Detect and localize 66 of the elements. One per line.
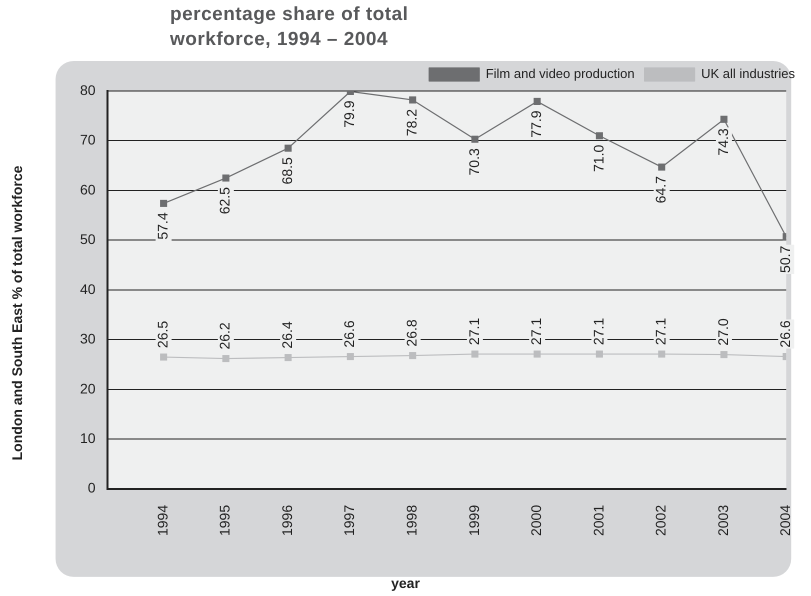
point [409,96,416,104]
y-tick-label: 0 [88,480,96,496]
x-tick-label: 1996 [278,504,295,536]
x-tick-label: 1998 [404,504,420,536]
data-label: 78.2 [404,108,420,136]
x-tick-label: 1997 [341,504,358,536]
y-tick-label: 10 [80,430,96,446]
x-tick-label: 1999 [466,504,482,536]
x-tick-label: 2003 [714,504,731,536]
y-tick-label: 70 [80,132,96,148]
point [658,164,666,171]
data-label: 27.1 [590,318,606,346]
data-label: 27.1 [528,318,544,346]
point [534,350,541,358]
y-tick-label: 40 [80,280,96,297]
data-label: 57.4 [154,212,170,240]
data-label: 27.1 [652,318,669,346]
data-label: 68.5 [278,156,295,184]
point [409,352,416,360]
data-label: 74.3 [714,128,731,156]
data-label: 27.1 [466,318,482,346]
point [596,132,603,140]
data-label: 27.0 [714,318,731,346]
x-axis-title: year [390,575,421,591]
point [160,354,168,361]
y-tick-label: 30 [80,330,96,347]
point [284,354,292,362]
legend-label: UK all industries [701,66,796,82]
data-label: 26.4 [278,321,295,349]
x-tick-label: 2001 [590,504,606,536]
point [222,355,230,362]
data-label: 70.3 [466,148,482,176]
data-label: 26.6 [777,320,794,348]
data-label: 26.5 [154,320,170,348]
point [534,98,541,105]
point [346,353,354,360]
data-label: 77.9 [528,110,544,138]
chart-title: percentage share of total workforce, 1994 – 2004 [170,3,410,52]
data-label: 64.7 [652,176,669,204]
point [160,200,168,207]
data-label: 26.2 [216,322,233,350]
point [471,350,478,358]
x-tick-label: 2004 [777,504,794,536]
x-tick-label: 1994 [154,504,170,536]
data-label: 50.7 [777,246,794,273]
y-tick-label: 60 [80,181,96,198]
y-tick-label: 80 [80,82,96,98]
point [222,174,230,182]
point [471,136,478,143]
x-tick-label: 2002 [652,504,669,536]
y-tick-label: 20 [80,380,96,396]
data-label: 71.0 [590,144,606,172]
point [596,350,603,358]
data-label: 79.9 [341,100,358,128]
x-tick-label: 2000 [528,504,544,536]
data-label: 26.6 [341,320,358,348]
point [658,350,666,358]
point [720,351,728,358]
x-tick-label: 1995 [216,504,233,536]
point [720,116,728,123]
data-label: 26.8 [404,319,420,347]
y-tick-label: 50 [80,231,96,248]
data-label: 62.5 [216,186,233,214]
legend-label: Film and video production [486,66,635,82]
point [284,144,292,152]
y-axis-title: London and South East % of total workforce [9,164,25,462]
